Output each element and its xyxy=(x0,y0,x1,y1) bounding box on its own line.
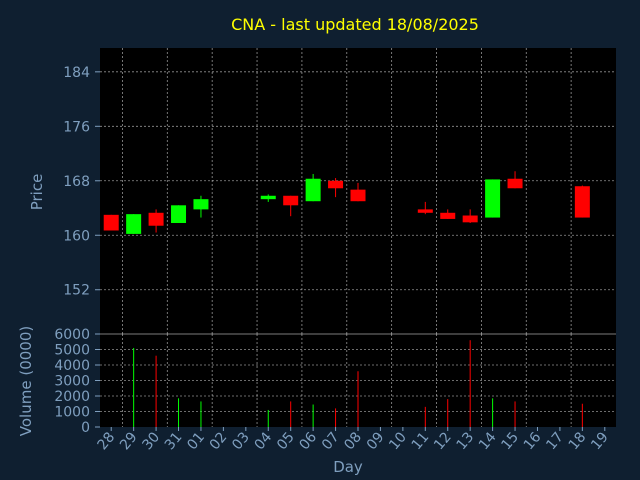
candle-body xyxy=(440,212,456,219)
day-tick-label: 05 xyxy=(274,429,298,453)
day-tick-label: 12 xyxy=(431,429,455,453)
volume-tick-label: 6000 xyxy=(54,327,90,343)
candle-body xyxy=(126,214,142,234)
volume-tick-label: 4000 xyxy=(54,358,90,374)
day-tick-label: 06 xyxy=(296,429,320,453)
day-tick-label: 13 xyxy=(454,429,478,453)
price-panel: 152 160 168 176 184 xyxy=(63,48,616,334)
day-tick-label: 03 xyxy=(229,429,253,453)
price-tick-label: 160 xyxy=(63,228,90,244)
day-tick-label: 28 xyxy=(95,429,119,453)
candle-body xyxy=(193,199,209,210)
day-tick-label: 11 xyxy=(409,429,433,453)
day-tick-label: 18 xyxy=(566,429,590,453)
volume-tick-label: 2000 xyxy=(54,389,90,405)
x-axis-label: Day xyxy=(333,458,363,476)
day-tick-label: 16 xyxy=(521,429,545,453)
day-tick-label: 08 xyxy=(341,429,365,453)
candle-body xyxy=(417,209,433,213)
candle-body xyxy=(103,214,119,231)
price-axis-label: Price xyxy=(28,174,46,211)
day-tick-label: 14 xyxy=(476,429,500,453)
candle-body xyxy=(574,186,590,218)
price-tick-label: 176 xyxy=(63,119,90,135)
day-tick-label: 10 xyxy=(386,429,410,453)
chart-title: CNA - last updated 18/08/2025 xyxy=(231,15,479,34)
volume-tick-label: 3000 xyxy=(54,374,90,390)
day-tick-label: 01 xyxy=(184,429,208,453)
candle-body xyxy=(148,212,164,226)
day-tick-label: 02 xyxy=(207,429,231,453)
candle-body xyxy=(485,179,501,218)
candle-body xyxy=(462,215,478,223)
price-tick-label: 168 xyxy=(63,174,90,190)
price-tick-label: 184 xyxy=(63,65,90,81)
candle-body xyxy=(350,189,366,202)
day-tick-label: 04 xyxy=(252,429,276,453)
candle-body xyxy=(260,195,276,200)
volume-tick-label: 0 xyxy=(81,420,90,436)
candle-body xyxy=(507,178,523,189)
day-tick-label: 19 xyxy=(588,429,612,453)
day-tick-label: 15 xyxy=(498,429,522,453)
day-tick-label: 31 xyxy=(162,429,186,453)
candle-body xyxy=(305,178,321,202)
candle-body xyxy=(283,195,299,206)
candle-body xyxy=(171,205,187,224)
volume-tick-label: 5000 xyxy=(54,343,90,359)
volume-tick-label: 1000 xyxy=(54,405,90,421)
volume-panel: 0100020003000400050006000282930310102030… xyxy=(54,327,616,453)
day-tick-label: 17 xyxy=(543,429,567,453)
day-tick-label: 09 xyxy=(364,429,388,453)
price-tick-label: 152 xyxy=(63,283,90,299)
candle-body xyxy=(328,180,344,189)
volume-axis-label: Volume (0000) xyxy=(17,326,35,436)
day-tick-label: 07 xyxy=(319,429,343,453)
day-tick-label: 30 xyxy=(139,429,163,453)
day-tick-label: 29 xyxy=(117,429,141,453)
